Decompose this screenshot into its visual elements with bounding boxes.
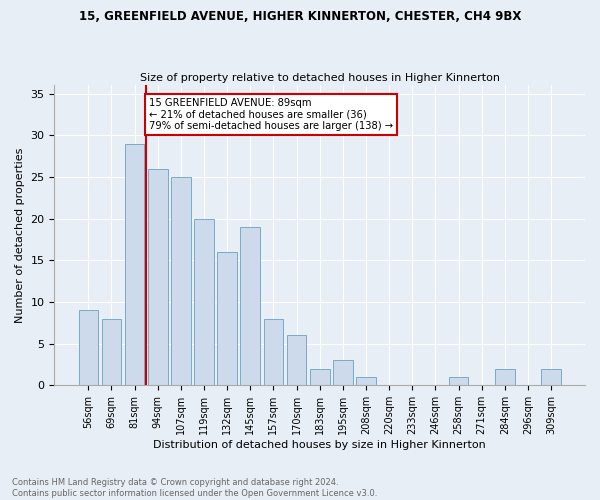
Bar [79,310,98,386]
Bar [541,368,561,386]
Bar [495,368,515,386]
Bar [263,318,283,386]
Title: Size of property relative to detached houses in Higher Kinnerton: Size of property relative to detached ho… [140,73,500,83]
X-axis label: Distribution of detached houses by size in Higher Kinnerton: Distribution of detached houses by size … [154,440,486,450]
Bar [310,368,329,386]
Bar [356,377,376,386]
Bar [333,360,353,386]
Bar [125,144,145,386]
Bar [101,318,121,386]
Text: Contains HM Land Registry data © Crown copyright and database right 2024.
Contai: Contains HM Land Registry data © Crown c… [12,478,377,498]
Bar [194,218,214,386]
Text: 15, GREENFIELD AVENUE, HIGHER KINNERTON, CHESTER, CH4 9BX: 15, GREENFIELD AVENUE, HIGHER KINNERTON,… [79,10,521,23]
Bar [171,177,191,386]
Bar [241,227,260,386]
Bar [449,377,469,386]
Bar [148,168,167,386]
Y-axis label: Number of detached properties: Number of detached properties [15,148,25,323]
Bar [217,252,237,386]
Bar [287,336,307,386]
Text: 15 GREENFIELD AVENUE: 89sqm
← 21% of detached houses are smaller (36)
79% of sem: 15 GREENFIELD AVENUE: 89sqm ← 21% of det… [149,98,392,131]
